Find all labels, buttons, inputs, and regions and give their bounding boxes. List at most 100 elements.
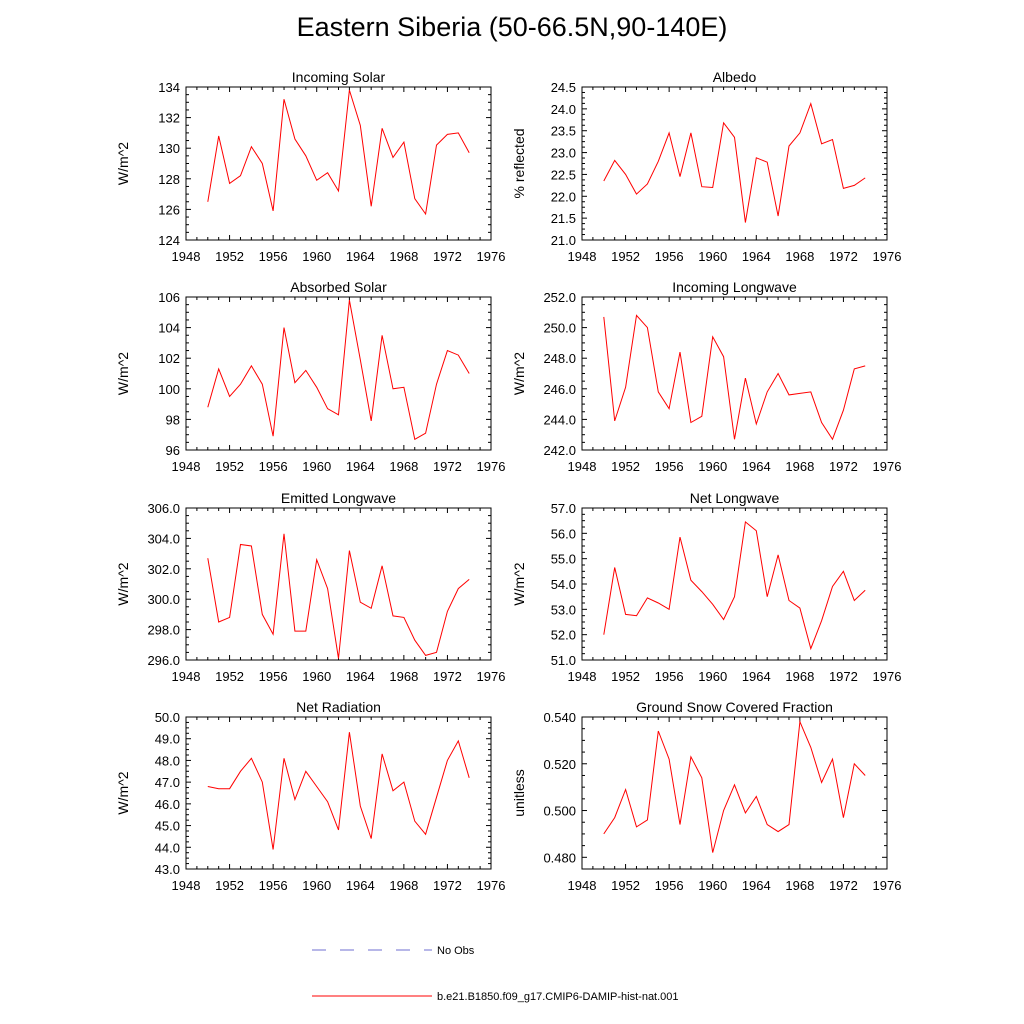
x-tick-label: 1968 (785, 669, 814, 684)
x-tick-label: 1976 (873, 459, 902, 474)
x-tick-label: 1968 (785, 459, 814, 474)
x-tick-label: 1952 (215, 878, 244, 893)
x-tick-label: 1968 (785, 249, 814, 264)
plot-frame (185, 716, 492, 870)
y-tick-label: 0.500 (543, 804, 576, 819)
x-tick-label: 1964 (742, 878, 771, 893)
panel-net-longwave: Net Longwave W/m^2 1948 1952 1956 1960 1964 196… (511, 490, 901, 684)
series-line (603, 314, 866, 441)
x-tick-label: 1960 (698, 669, 727, 684)
x-tick-label: 1948 (568, 459, 597, 474)
y-tick-label: 21.0 (551, 233, 576, 248)
y-tick-label: 100 (158, 382, 180, 397)
x-tick-label: 1972 (829, 249, 858, 264)
panel-title: Net Longwave (690, 490, 780, 506)
panel-title: Ground Snow Covered Fraction (636, 699, 833, 715)
x-tick-label: 1968 (389, 669, 418, 684)
y-tick-label: 56.0 (551, 526, 576, 541)
x-tick-label: 1968 (389, 459, 418, 474)
y-tick-label: 50.0 (155, 710, 180, 725)
legend: No Obs b.e21.B1850.f09_g17.CMIP6-DAMIP-h… (312, 945, 679, 1003)
x-tick-label: 1960 (302, 669, 331, 684)
plot-frame (581, 86, 888, 241)
x-tick-label: 1952 (215, 459, 244, 474)
x-tick-label: 1960 (698, 878, 727, 893)
x-tick-label: 1976 (873, 249, 902, 264)
x-tick-label: 1956 (655, 249, 684, 264)
y-tick-label: 22.0 (551, 189, 576, 204)
plot-frame (581, 507, 888, 661)
y-tick-label: 23.0 (551, 146, 576, 161)
x-tick-label: 1960 (302, 459, 331, 474)
x-tick-label: 1948 (568, 878, 597, 893)
y-tick-label: 0.520 (543, 757, 576, 772)
y-tick-label: 300.0 (147, 592, 180, 607)
plot-frame (185, 296, 492, 451)
x-tick-label: 1956 (259, 459, 288, 474)
panel-title: Emitted Longwave (281, 490, 396, 506)
y-tick-label: 250.0 (543, 321, 576, 336)
x-tick-label: 1972 (433, 249, 462, 264)
panel-incoming-solar: Incoming Solar W/m^2 1948 1952 1956 1960 1964 1… (115, 69, 505, 264)
y-tick-label: 52.0 (551, 628, 576, 643)
x-tick-label: 1964 (346, 459, 375, 474)
x-tick-label: 1948 (172, 459, 201, 474)
x-tick-label: 1948 (568, 249, 597, 264)
y-tick-label: 55.0 (551, 552, 576, 567)
y-tick-label: 43.0 (155, 862, 180, 877)
series-line (207, 300, 470, 441)
x-tick-label: 1948 (172, 249, 201, 264)
y-tick-label: 252.0 (543, 290, 576, 305)
panel-title: Incoming Longwave (672, 279, 797, 295)
y-tick-label: 23.5 (551, 124, 576, 139)
y-tick-label: 57.0 (551, 501, 576, 516)
panel-emitted-longwave: Emitted Longwave W/m^2 1948 1952 1956 1960 196… (115, 490, 505, 684)
x-tick-label: 1964 (346, 249, 375, 264)
x-tick-label: 1960 (698, 249, 727, 264)
x-tick-label: 1972 (829, 669, 858, 684)
y-tick-label: 45.0 (155, 819, 180, 834)
x-tick-label: 1956 (259, 669, 288, 684)
x-tick-label: 1956 (655, 669, 684, 684)
x-tick-label: 1960 (302, 249, 331, 264)
y-tick-label: 44.0 (155, 840, 180, 855)
plot-frame (185, 86, 492, 241)
panel-title: Net Radiation (296, 699, 381, 715)
x-tick-label: 1964 (742, 669, 771, 684)
y-tick-label: 132 (158, 111, 180, 126)
y-axis-label: W/m^2 (511, 562, 527, 605)
y-tick-label: 242.0 (543, 443, 576, 458)
x-tick-label: 1964 (346, 669, 375, 684)
panel-incoming-longwave: Incoming Longwave W/m^2 1948 1952 1956 1960 19… (511, 279, 901, 474)
x-tick-label: 1972 (829, 459, 858, 474)
y-tick-label: 244.0 (543, 412, 576, 427)
x-tick-label: 1972 (829, 878, 858, 893)
x-tick-label: 1964 (346, 878, 375, 893)
y-axis-label: % reflected (511, 128, 527, 198)
y-tick-label: 130 (158, 141, 180, 156)
x-tick-label: 1976 (477, 249, 506, 264)
x-tick-label: 1948 (172, 878, 201, 893)
y-tick-label: 51.0 (551, 653, 576, 668)
x-tick-label: 1952 (215, 669, 244, 684)
series-line (207, 89, 470, 216)
plot-frame (581, 716, 888, 870)
x-tick-label: 1972 (433, 669, 462, 684)
y-axis-label: W/m^2 (115, 352, 131, 395)
y-tick-label: 53.0 (551, 602, 576, 617)
x-tick-label: 1948 (568, 669, 597, 684)
y-tick-label: 306.0 (147, 501, 180, 516)
x-tick-label: 1972 (433, 878, 462, 893)
x-tick-label: 1956 (259, 249, 288, 264)
x-tick-label: 1976 (477, 669, 506, 684)
y-tick-label: 124 (158, 233, 180, 248)
y-tick-label: 296.0 (147, 653, 180, 668)
y-tick-label: 54.0 (551, 577, 576, 592)
x-tick-label: 1976 (873, 878, 902, 893)
series-line (207, 533, 470, 659)
x-tick-label: 1968 (785, 878, 814, 893)
y-tick-label: 49.0 (155, 732, 180, 747)
y-tick-label: 102 (158, 351, 180, 366)
y-axis-label: W/m^2 (115, 142, 131, 185)
